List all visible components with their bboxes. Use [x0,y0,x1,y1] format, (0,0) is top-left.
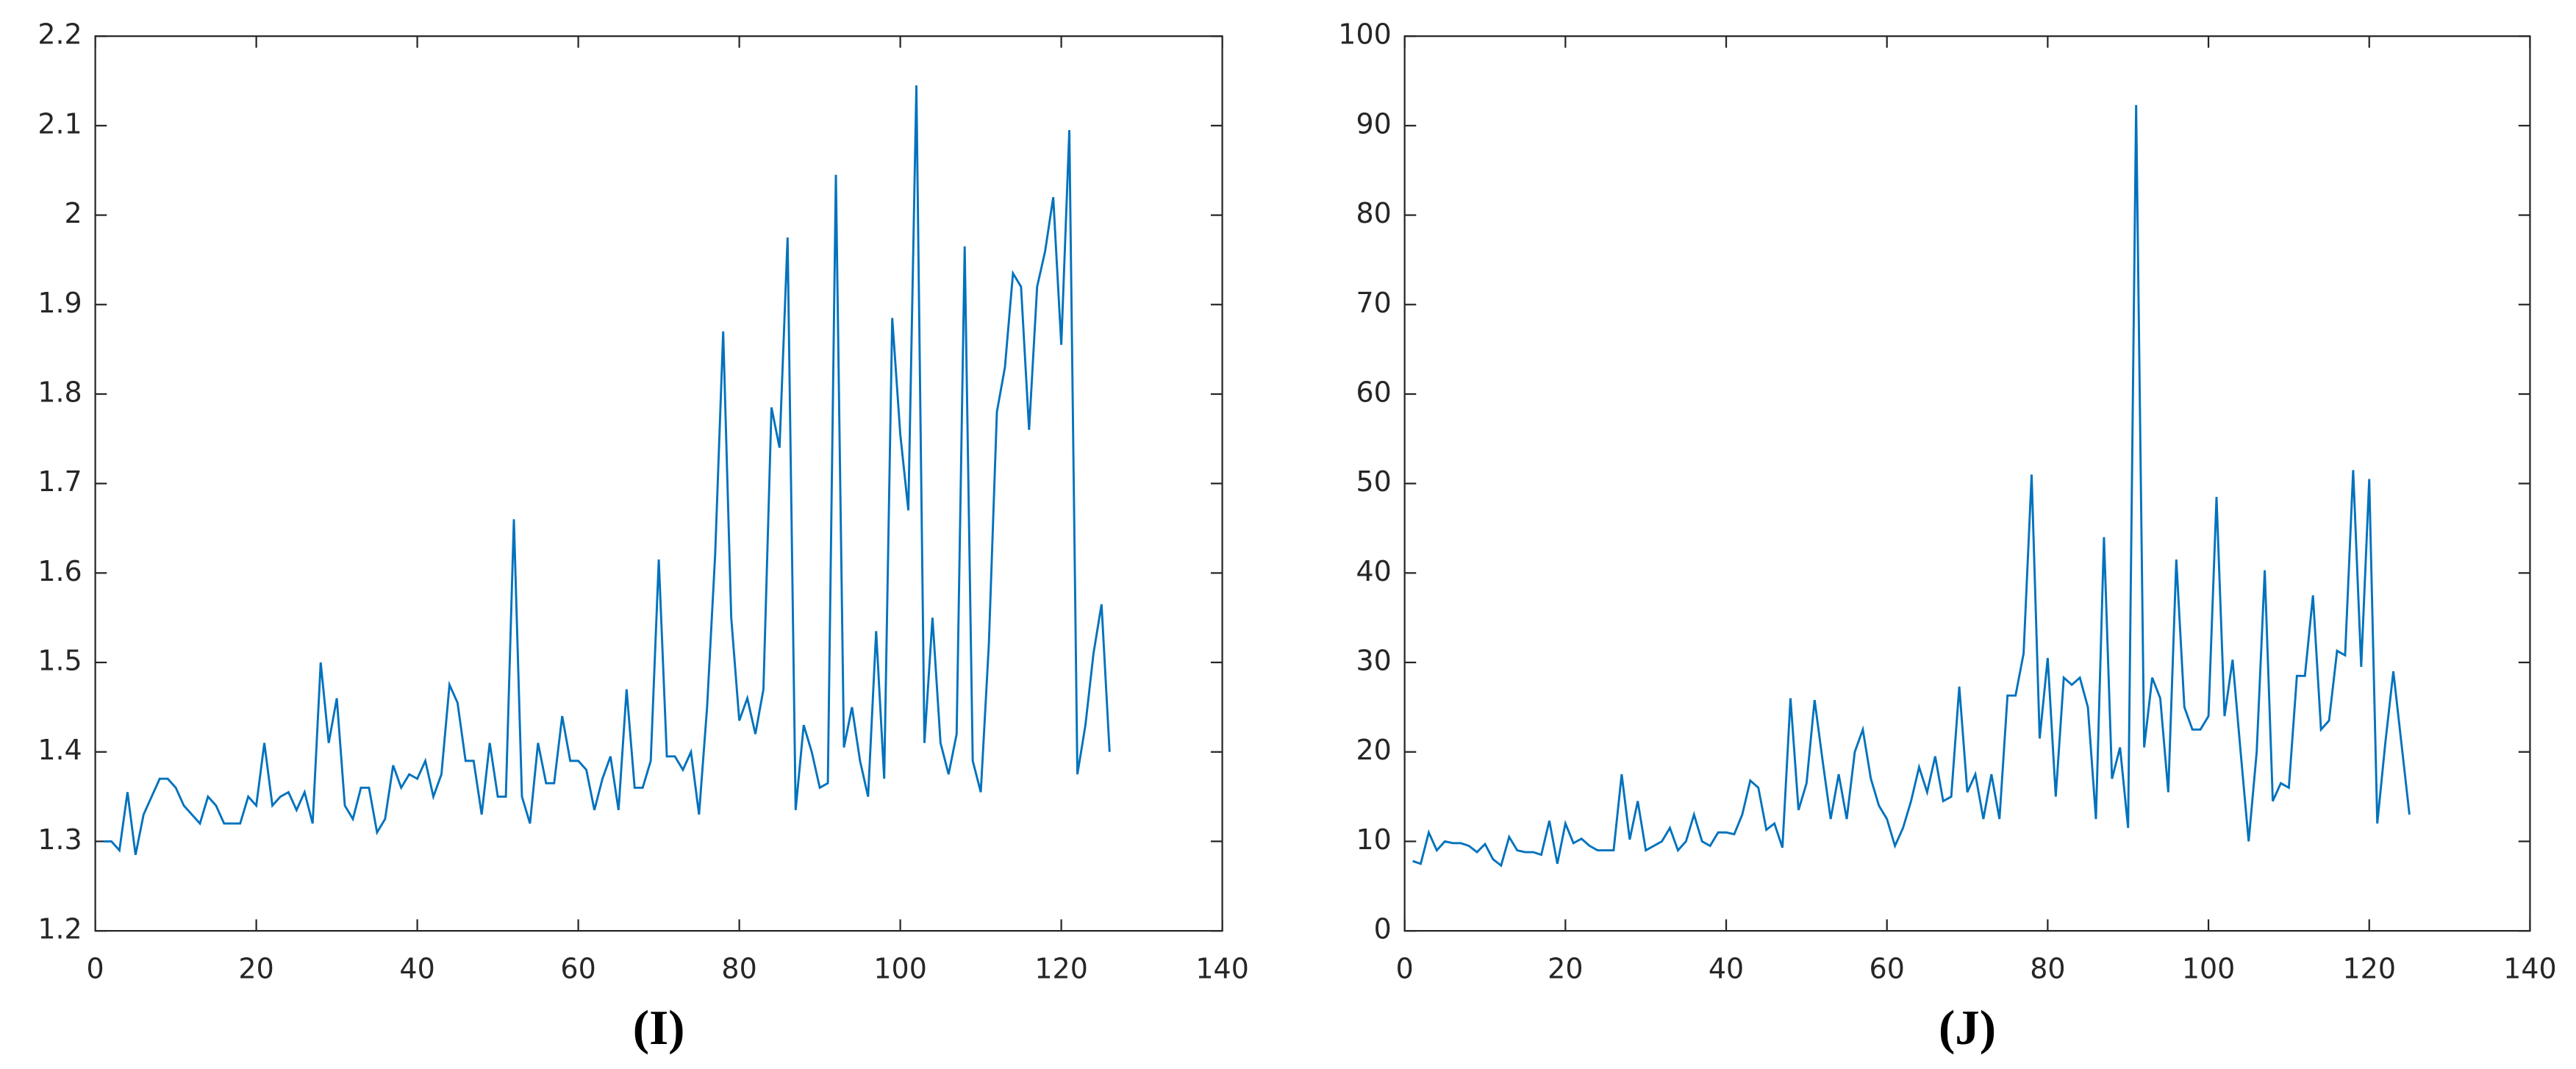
y-tick-label: 2.2 [37,18,82,51]
y-tick-label: 2.1 [37,107,82,140]
x-tick-label: 120 [2343,952,2396,984]
plot-frame [94,35,1223,932]
y-tick-label: 1.8 [37,376,82,408]
y-tick-label: 1.4 [37,734,82,766]
x-tick-label: 140 [2503,952,2556,984]
x-tick-label: 120 [1034,952,1087,984]
y-tick-label: 60 [1356,376,1391,408]
y-tick-label: 2 [65,197,82,229]
plot-frame [1403,35,2531,932]
data-line [103,85,1111,855]
x-tick-label: 20 [1548,952,1583,984]
x-tick-label: 60 [560,952,595,984]
x-tick-label: 100 [2182,952,2235,984]
x-tick-label: 140 [1195,952,1248,984]
x-tick-label: 100 [873,952,926,984]
x-tick-label: 0 [87,952,104,984]
y-tick-label: 90 [1356,107,1391,140]
y-tick-label: 1.3 [37,823,82,856]
y-tick-label: 30 [1356,645,1391,677]
x-tick-label: 60 [1870,952,1905,984]
y-tick-label: 1.9 [37,287,82,319]
data-line [1412,104,2411,868]
y-tick-label: 20 [1356,734,1391,766]
x-axis-label: (J) [1939,1000,1996,1055]
y-tick-label: 0 [1374,913,1392,945]
y-tick-label: 100 [1338,18,1391,51]
x-axis-label: (I) [633,1000,685,1055]
y-tick-label: 70 [1356,287,1391,319]
y-tick-label: 1.5 [37,645,82,677]
y-tick-label: 80 [1356,197,1391,229]
y-tick-label: 50 [1356,465,1391,498]
x-tick-label: 80 [721,952,756,984]
y-tick-label: 1.6 [37,555,82,587]
y-tick-label: 40 [1356,555,1391,587]
x-tick-label: 80 [2030,952,2065,984]
x-tick-label: 40 [1709,952,1744,984]
x-tick-label: 0 [1396,952,1414,984]
y-tick-label: 10 [1356,823,1391,856]
y-tick-label: 1.7 [37,465,82,498]
y-tick-label: 1.2 [37,913,82,945]
x-tick-label: 40 [399,952,434,984]
x-tick-label: 20 [238,952,273,984]
